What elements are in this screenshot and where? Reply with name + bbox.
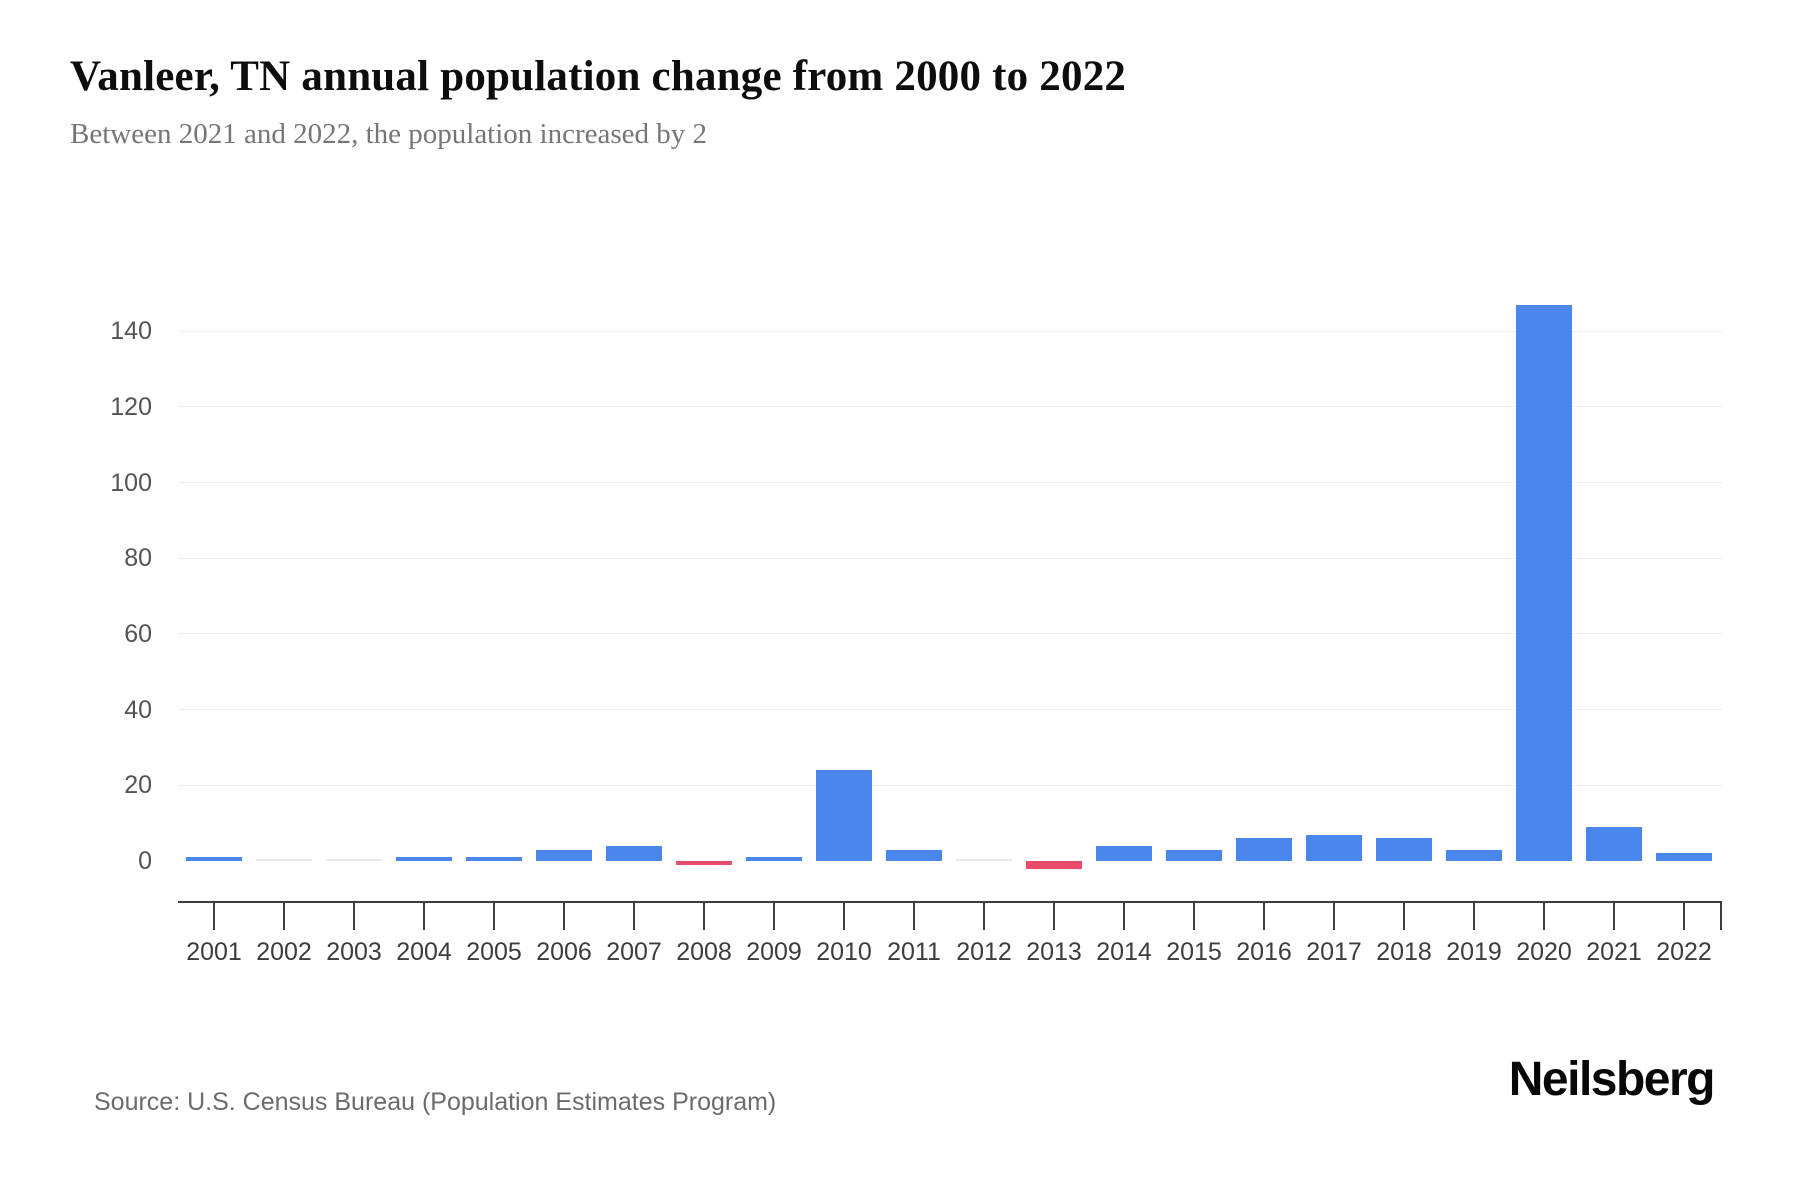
- source-text: Source: U.S. Census Bureau (Population E…: [94, 1088, 777, 1116]
- x-axis-tick-2009: [773, 903, 775, 930]
- x-axis-label-2010: 2010: [816, 938, 872, 966]
- x-axis-tick-2002: [283, 903, 285, 930]
- bar-2001[interactable]: [186, 857, 242, 861]
- bar-2005[interactable]: [466, 857, 522, 861]
- x-axis-tick-2022: [1683, 903, 1685, 930]
- x-axis-label-2017: 2017: [1306, 938, 1362, 966]
- bar-2012[interactable]: [956, 859, 1012, 861]
- x-axis-tick-2004: [423, 903, 425, 930]
- x-axis-label-2004: 2004: [396, 938, 452, 966]
- gridline-140: [178, 330, 1722, 332]
- gridline-60: [178, 633, 1722, 635]
- x-axis-tick-2005: [493, 903, 495, 930]
- x-axis-tick-2014: [1123, 903, 1125, 930]
- gridline-20: [178, 784, 1722, 786]
- x-axis-label-2015: 2015: [1166, 938, 1222, 966]
- bar-2010[interactable]: [816, 770, 872, 861]
- x-axis-tick-2006: [563, 903, 565, 930]
- x-axis-end-tick: [1720, 903, 1722, 930]
- gridline-120: [178, 406, 1722, 408]
- x-axis-tick-2010: [843, 903, 845, 930]
- y-axis-tick-label-60: 60: [124, 619, 152, 648]
- bar-2006[interactable]: [536, 849, 592, 861]
- x-axis-label-2018: 2018: [1376, 938, 1432, 966]
- x-axis-label-2007: 2007: [606, 938, 662, 966]
- x-axis-tick-2003: [353, 903, 355, 930]
- bar-2022[interactable]: [1656, 853, 1712, 861]
- bar-2020[interactable]: [1516, 304, 1572, 861]
- bar-2008[interactable]: [676, 861, 732, 865]
- x-axis-label-2011: 2011: [887, 938, 941, 966]
- x-axis-label-2016: 2016: [1236, 938, 1292, 966]
- gridline-40: [178, 709, 1722, 711]
- population-change-bar-chart: 0 20 40 60 80 100 120 140 2001 2002 2003 2004 2005 2…: [110, 304, 1722, 966]
- bar-2015[interactable]: [1166, 849, 1222, 861]
- bar-2019[interactable]: [1446, 849, 1502, 861]
- chart-subtitle: Between 2021 and 2022, the population in…: [70, 118, 708, 150]
- bar-2017[interactable]: [1306, 834, 1362, 861]
- x-axis-label-2003: 2003: [326, 938, 382, 966]
- bar-2021[interactable]: [1586, 826, 1642, 861]
- x-axis-line: [178, 901, 1722, 903]
- x-axis-label-2005: 2005: [466, 938, 522, 966]
- bar-2011[interactable]: [886, 849, 942, 861]
- gridline-100: [178, 482, 1722, 483]
- x-axis-tick-2008: [703, 903, 705, 930]
- y-axis-tick-label-100: 100: [110, 468, 152, 497]
- x-axis-tick-2001: [213, 903, 215, 930]
- bar-2003[interactable]: [326, 859, 382, 861]
- x-axis-label-2022: 2022: [1656, 938, 1712, 966]
- x-axis-label-2002: 2002: [256, 938, 312, 966]
- x-axis-tick-2016: [1263, 903, 1265, 930]
- x-axis-label-2019: 2019: [1446, 938, 1502, 966]
- x-axis-label-2006: 2006: [536, 938, 592, 966]
- bar-2002[interactable]: [256, 859, 312, 861]
- y-axis-tick-label-0: 0: [138, 847, 152, 875]
- y-axis-tick-label-140: 140: [110, 317, 152, 346]
- bar-2004[interactable]: [396, 857, 452, 861]
- x-axis-tick-2021: [1613, 903, 1615, 930]
- x-axis-tick-2019: [1473, 903, 1475, 930]
- x-axis-tick-2011: [913, 903, 915, 930]
- x-axis-label-2021: 2021: [1586, 938, 1642, 966]
- x-axis-label-2012: 2012: [956, 938, 1012, 966]
- y-axis-tick-label-80: 80: [124, 544, 152, 573]
- x-axis-tick-2018: [1403, 903, 1405, 930]
- x-axis-tick-2015: [1193, 903, 1195, 930]
- bar-2007[interactable]: [606, 845, 662, 861]
- y-axis-tick-label-120: 120: [110, 392, 152, 421]
- bar-2016[interactable]: [1236, 838, 1292, 861]
- y-axis-tick-label-20: 20: [124, 771, 152, 800]
- x-axis-label-2014: 2014: [1096, 938, 1152, 966]
- x-axis-tick-2020: [1543, 903, 1545, 930]
- gridline-80: [178, 557, 1722, 559]
- x-axis-label-2020: 2020: [1516, 938, 1572, 966]
- x-axis-tick-2012: [983, 903, 985, 930]
- y-axis-tick-label-40: 40: [124, 695, 152, 724]
- x-axis-label-2008: 2008: [676, 938, 732, 966]
- x-axis-tick-2013: [1053, 903, 1055, 930]
- bar-2014[interactable]: [1096, 845, 1152, 861]
- x-axis-label-2013: 2013: [1026, 938, 1082, 966]
- bar-2009[interactable]: [746, 857, 802, 861]
- bar-2013[interactable]: [1026, 861, 1082, 869]
- x-axis-label-2009: 2009: [746, 938, 802, 966]
- chart-title: Vanleer, TN annual population change fro…: [70, 53, 1127, 100]
- x-axis-tick-2007: [633, 903, 635, 930]
- x-axis-tick-2017: [1333, 903, 1335, 930]
- bar-2018[interactable]: [1376, 838, 1432, 861]
- x-axis-label-2001: 2001: [186, 938, 242, 966]
- neilsberg-logo: Neilsberg: [1508, 1053, 1716, 1106]
